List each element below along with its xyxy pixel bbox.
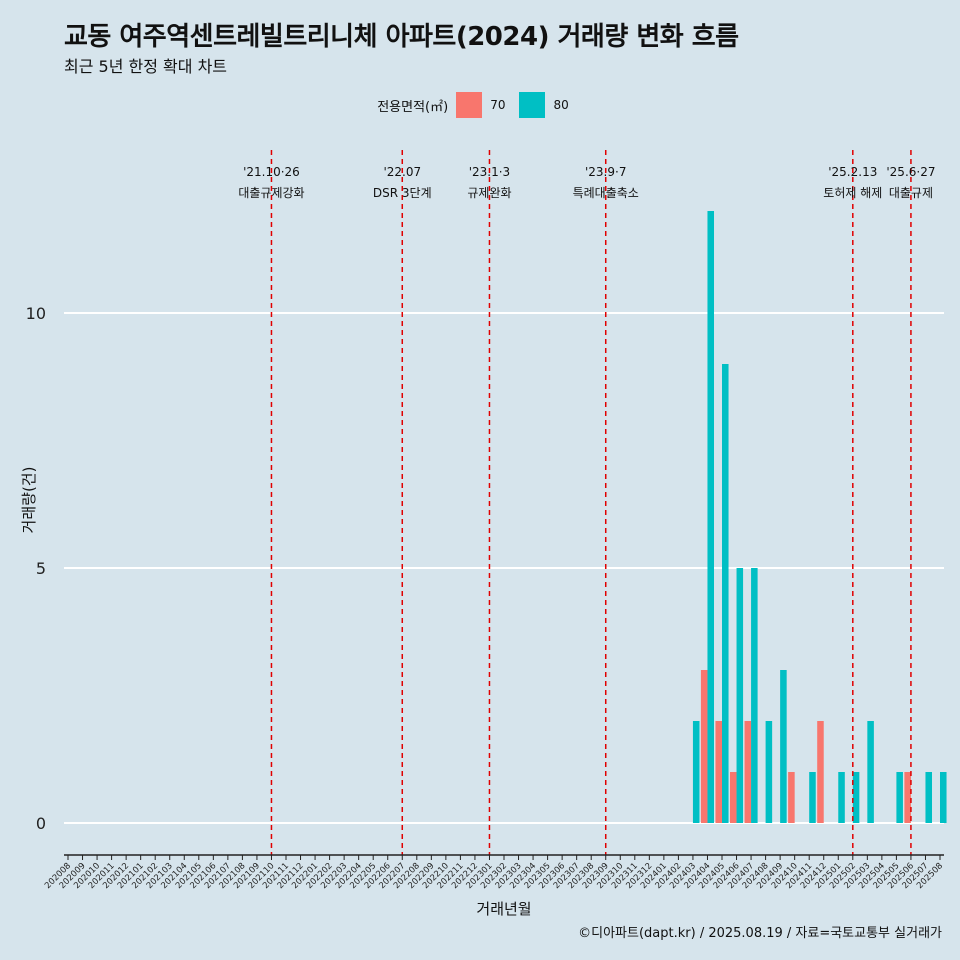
bar-80-202505 (896, 772, 903, 823)
bar-80-202508 (940, 772, 947, 823)
legend-title: 전용면적(㎡) (377, 99, 449, 115)
bar-80-202408 (765, 721, 773, 823)
event-label-0: 대출규제강화 (238, 186, 304, 200)
legend-swatch-80 (519, 92, 546, 118)
bar-80-202405 (722, 364, 729, 823)
bar-80-202503 (867, 721, 874, 823)
event-date-0: '21.10·26 (243, 165, 300, 179)
bar-70-202410 (788, 772, 795, 823)
bar-70-202407 (744, 721, 752, 823)
event-date-1: '22.07 (383, 165, 421, 179)
bar-80-202409 (780, 670, 787, 823)
legend: 전용면적(㎡) 70 80 (0, 92, 960, 118)
event-date-4: '25.2.13 (828, 165, 877, 179)
chart-title: 교동 여주역센트레빌트리니체 아파트(2024) 거래량 변화 흐름 (64, 22, 739, 52)
y-tick-label-10: 10 (26, 304, 46, 323)
bar-80-202411 (809, 772, 816, 823)
event-date-3: '23.9·7 (585, 165, 626, 179)
chart-subtitle: 최근 5년 한정 확대 차트 (64, 57, 228, 76)
bar-70-202506 (904, 772, 911, 823)
bar-80-202501 (838, 772, 845, 823)
event-label-5: 대출규제 (889, 186, 933, 200)
event-date-5: '25.6·27 (886, 165, 935, 179)
y-tick-label-5: 5 (36, 559, 46, 578)
event-date-2: '23.1·3 (469, 165, 510, 179)
x-axis-title: 거래년월 (476, 900, 531, 918)
y-axis-title: 거래량(건) (20, 467, 38, 534)
bar-80-202502 (852, 772, 860, 823)
bar-80-202407 (751, 568, 758, 823)
legend-label-70: 70 (490, 98, 506, 112)
bar-70-202412 (817, 721, 824, 823)
bar-80-202404 (707, 211, 715, 823)
bar-80-202507 (925, 772, 933, 823)
legend-swatch-70 (456, 92, 483, 118)
event-label-4: 토허제 해제 (823, 186, 882, 200)
bar-70-202405 (715, 721, 722, 823)
y-tick-label-0: 0 (36, 814, 46, 833)
source-caption: ©디아파트(dapt.kr) / 2025.08.19 / 자료=국토교통부 실… (578, 926, 942, 941)
event-label-3: 특례대출축소 (573, 186, 639, 200)
bar-70-202404 (700, 670, 708, 823)
event-label-2: 규제완화 (467, 186, 511, 200)
bar-80-202403 (692, 721, 700, 823)
legend-label-80: 80 (553, 98, 569, 112)
event-label-1: DSR 3단계 (373, 186, 432, 200)
bar-70-202406 (729, 772, 737, 823)
bar-80-202406 (736, 568, 744, 823)
